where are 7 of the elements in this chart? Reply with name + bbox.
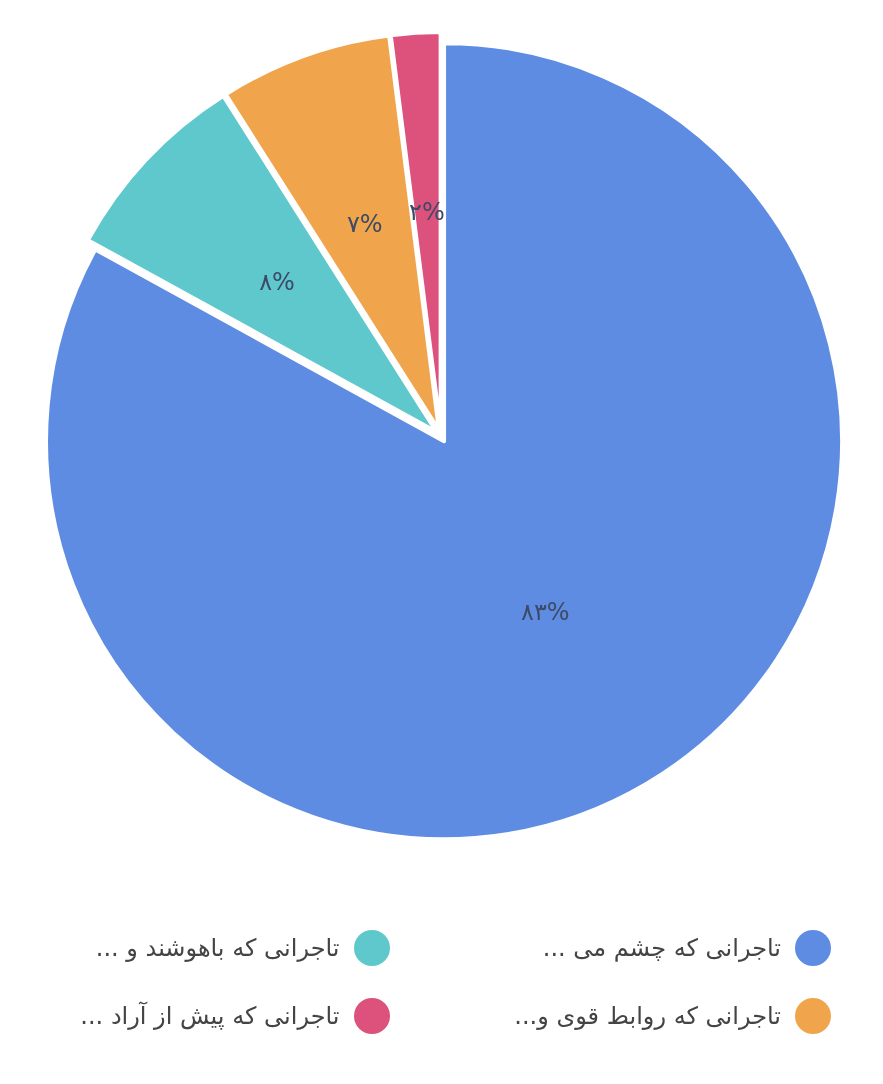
legend-label: تاجرانی که روابط قوی و... xyxy=(514,1002,781,1030)
data-label: ۸% xyxy=(259,268,295,297)
legend-label: تاجرانی که چشم می ... xyxy=(542,934,781,962)
data-label: ۷% xyxy=(346,210,383,239)
legend-label: تاجرانی که پیش از آراد ... xyxy=(80,1002,340,1030)
data-label: ۸۳% xyxy=(521,598,570,627)
legend-label: تاجرانی که باهوشند و ... xyxy=(95,934,340,962)
